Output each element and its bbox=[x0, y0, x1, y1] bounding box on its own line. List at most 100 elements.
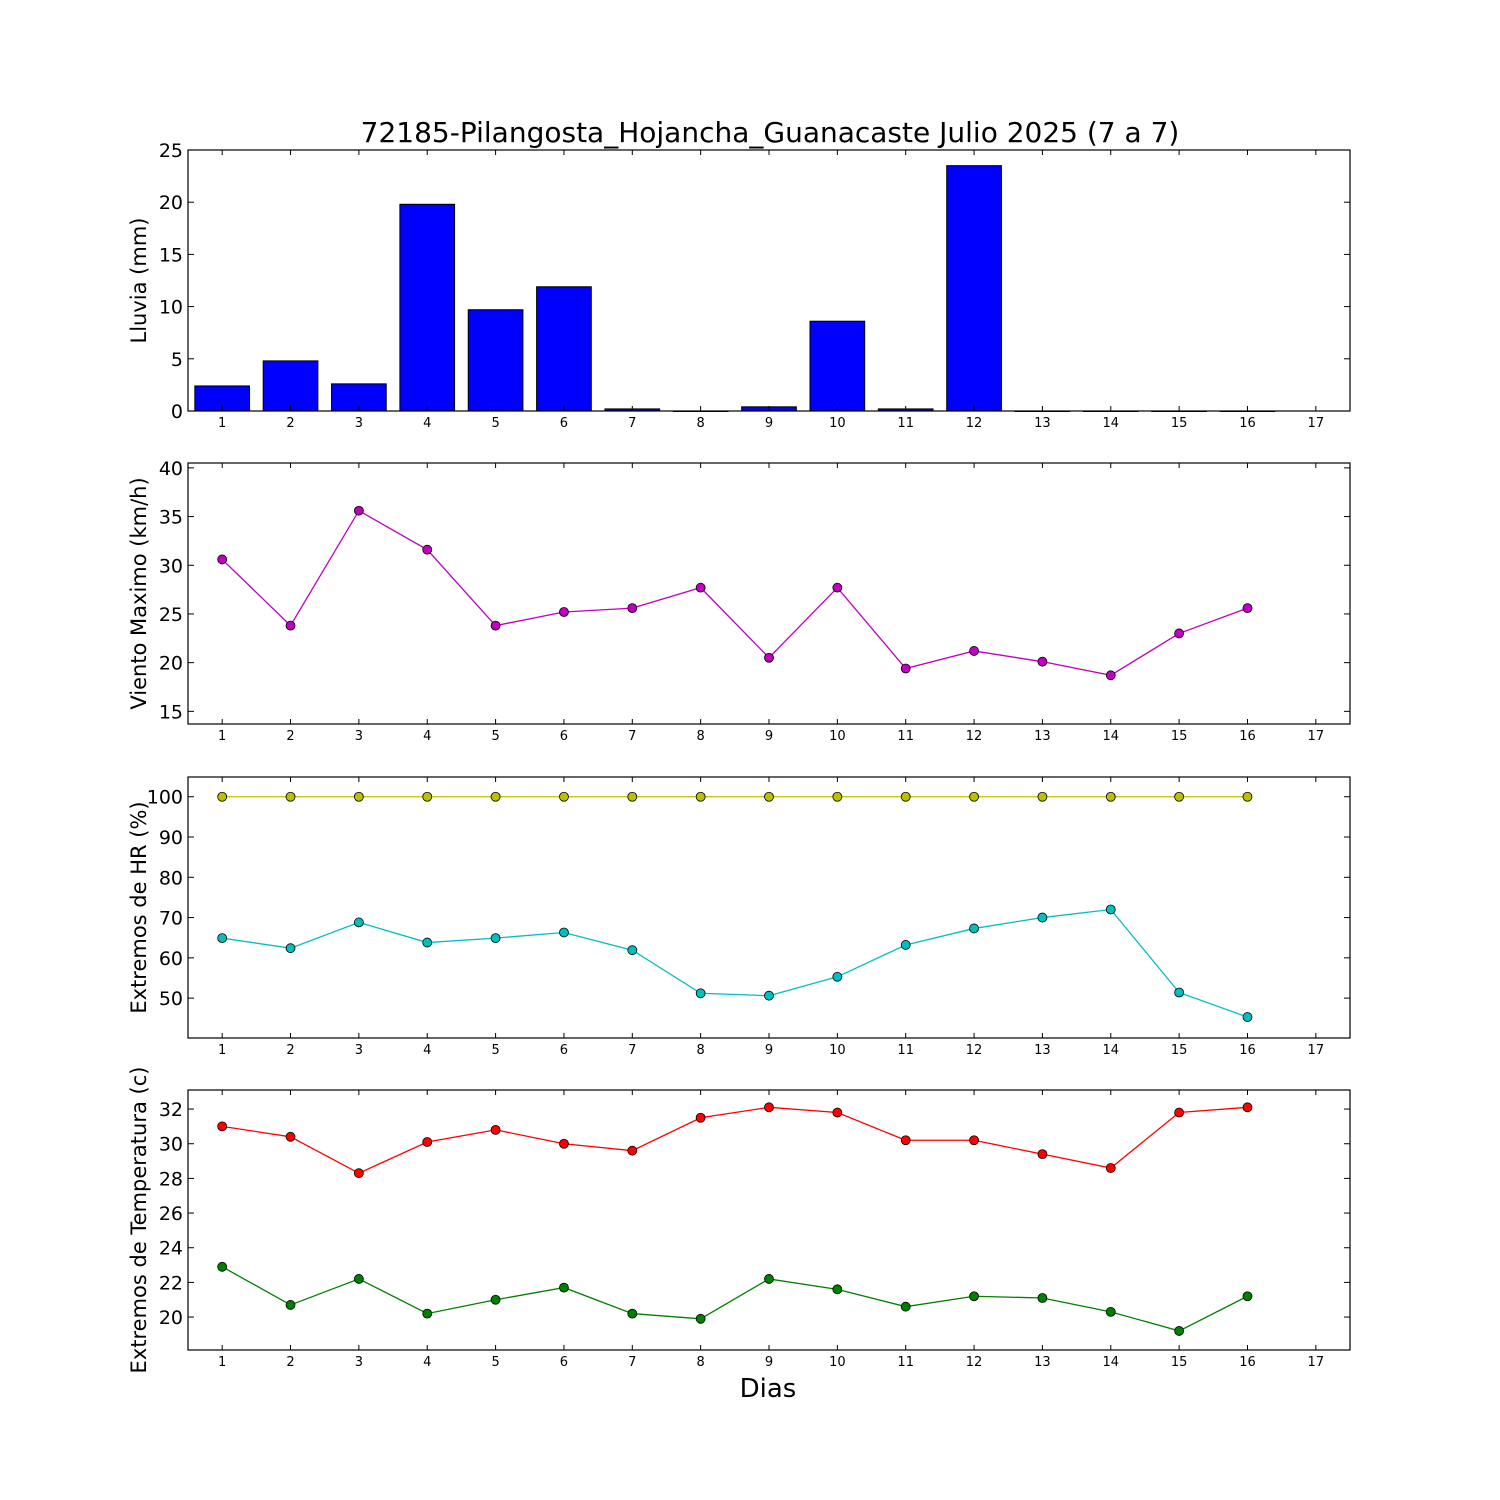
humidity-series-0-point-13 bbox=[1037, 791, 1048, 802]
temperature-xtick-label-10: 10 bbox=[829, 1355, 846, 1370]
wind-series-0-point-16 bbox=[1242, 603, 1253, 614]
x-axis-label: Dias bbox=[740, 1374, 797, 1404]
rainfall-xtick-label-17: 17 bbox=[1308, 416, 1325, 431]
humidity-series-0-point-10 bbox=[832, 791, 843, 802]
rainfall-bar-10 bbox=[809, 320, 866, 412]
rainfall-xtick-label-11: 11 bbox=[897, 416, 914, 431]
temperature-series-1-point-16 bbox=[1242, 1291, 1253, 1302]
rainfall-xtick-label-2: 2 bbox=[286, 416, 294, 431]
wind-xtick-label-3: 3 bbox=[355, 729, 363, 744]
humidity-xtick-label-5: 5 bbox=[491, 1043, 499, 1058]
humidity-xtick-label-6: 6 bbox=[560, 1043, 568, 1058]
humidity-series-0-point-5 bbox=[490, 791, 501, 802]
wind-xtick-label-8: 8 bbox=[697, 729, 705, 744]
temperature-series-1-point-4 bbox=[422, 1308, 433, 1319]
temperature-series-0-point-16 bbox=[1242, 1102, 1253, 1113]
temperature-xtick-label-6: 6 bbox=[560, 1355, 568, 1370]
temperature-xtick-label-13: 13 bbox=[1034, 1355, 1051, 1370]
wind-xtick-label-4: 4 bbox=[423, 729, 431, 744]
wind-series-0-point-8 bbox=[695, 582, 706, 593]
humidity-xtick-label-9: 9 bbox=[765, 1043, 773, 1058]
humidity-series-1-point-10 bbox=[832, 971, 843, 982]
temperature-series-0-point-11 bbox=[900, 1135, 911, 1146]
humidity-xtick-label-11: 11 bbox=[897, 1043, 914, 1058]
temperature-ytick-label-26: 26 bbox=[159, 1203, 183, 1225]
temperature-ytick-label-22: 22 bbox=[159, 1272, 183, 1294]
humidity-xtick-label-17: 17 bbox=[1308, 1043, 1325, 1058]
humidity-series-0-point-14 bbox=[1105, 791, 1116, 802]
wind-ytick-label-40: 40 bbox=[159, 458, 183, 480]
rainfall-panel: 1 2 3 4 5 6 7 8 9 10 11 12 13 14 15 16 170510152025Lluvi… bbox=[127, 140, 1351, 431]
wind-ytick-label-20: 20 bbox=[159, 653, 183, 675]
rainfall-ytick-label-10: 10 bbox=[159, 297, 183, 319]
temperature-series-1-point-14 bbox=[1105, 1306, 1116, 1317]
rainfall-xtick-label-1: 1 bbox=[218, 416, 226, 431]
temperature-xtick-label-7: 7 bbox=[628, 1355, 636, 1370]
wind-xtick-label-12: 12 bbox=[966, 729, 983, 744]
temperature-series-1-point-2 bbox=[285, 1300, 296, 1310]
wind-series-0-point-7 bbox=[627, 603, 638, 614]
temperature-series-0-point-3 bbox=[353, 1168, 364, 1179]
rainfall-xtick-label-4: 4 bbox=[423, 416, 431, 431]
wind-series-0-point-11 bbox=[900, 663, 911, 674]
wind-y-axis-label: Viento Maximo (km/h) bbox=[127, 477, 151, 709]
rainfall-xtick-label-6: 6 bbox=[560, 416, 568, 431]
rainfall-bar-6 bbox=[536, 286, 592, 412]
humidity-xtick-label-13: 13 bbox=[1034, 1043, 1051, 1058]
humidity-series-0-point-7 bbox=[627, 791, 638, 802]
wind-series-0-point-5 bbox=[490, 620, 501, 631]
temperature-xtick-label-15: 15 bbox=[1171, 1355, 1188, 1370]
rainfall-bar-5 bbox=[467, 309, 524, 412]
temperature-xtick-label-5: 5 bbox=[491, 1355, 499, 1370]
humidity-series-1-point-5 bbox=[490, 933, 501, 944]
humidity-series-0-point-4 bbox=[422, 791, 433, 802]
humidity-series-0-point-16 bbox=[1242, 791, 1253, 802]
temperature-ytick-label-24: 24 bbox=[159, 1238, 183, 1260]
humidity-xtick-label-4: 4 bbox=[423, 1043, 431, 1058]
temperature-xtick-label-11: 11 bbox=[897, 1355, 914, 1370]
humidity-xtick-label-15: 15 bbox=[1171, 1043, 1188, 1058]
temperature-series-1-point-8 bbox=[695, 1313, 706, 1324]
rainfall-bar-12 bbox=[946, 165, 1002, 412]
temperature-xtick-label-8: 8 bbox=[697, 1355, 705, 1370]
humidity-ytick-label-50: 50 bbox=[159, 988, 183, 1010]
temperature-ytick-label-30: 30 bbox=[159, 1134, 183, 1156]
temperature-xtick-label-1: 1 bbox=[218, 1355, 226, 1370]
temperature-series-1-point-9 bbox=[764, 1274, 774, 1284]
wind-series-0-point-13 bbox=[1037, 656, 1048, 667]
temperature-xtick-label-16: 16 bbox=[1239, 1355, 1256, 1370]
rainfall-xtick-label-13: 13 bbox=[1034, 416, 1051, 431]
humidity-series-0-point-8 bbox=[695, 791, 706, 802]
temperature-ytick-label-32: 32 bbox=[159, 1099, 183, 1121]
wind-xtick-label-6: 6 bbox=[560, 729, 568, 744]
wind-series-0-point-15 bbox=[1174, 628, 1185, 639]
rainfall-bar-4 bbox=[399, 203, 456, 412]
temperature-series-0-point-10 bbox=[832, 1107, 843, 1118]
temperature-series-0-point-9 bbox=[764, 1102, 774, 1113]
rainfall-ytick-label-15: 15 bbox=[159, 244, 183, 266]
humidity-xtick-label-14: 14 bbox=[1102, 1043, 1119, 1058]
humidity-series-1-point-2 bbox=[285, 943, 296, 954]
temperature-series-1-point-7 bbox=[627, 1308, 638, 1319]
humidity-y-axis-label: Extremos de HR (%) bbox=[127, 801, 151, 1013]
humidity-xtick-label-10: 10 bbox=[829, 1043, 846, 1058]
temperature-panel: 1 2 3 4 5 6 7 8 9 10 11 12 13 14 15 16 1720222426283032E… bbox=[127, 1067, 1351, 1373]
temperature-xtick-label-9: 9 bbox=[765, 1355, 773, 1370]
humidity-xtick-label-1: 1 bbox=[218, 1043, 226, 1058]
rainfall-xtick-label-12: 12 bbox=[966, 416, 983, 431]
temperature-xtick-label-12: 12 bbox=[966, 1355, 983, 1370]
temperature-series-0-line bbox=[222, 1106, 1248, 1174]
humidity-series-0-point-2 bbox=[285, 791, 296, 802]
wind-xtick-label-16: 16 bbox=[1239, 729, 1256, 744]
temperature-series-1-point-5 bbox=[490, 1294, 501, 1305]
temperature-series-0-point-7 bbox=[627, 1145, 638, 1156]
wind-xtick-label-10: 10 bbox=[829, 729, 846, 744]
temperature-series-0-point-13 bbox=[1037, 1149, 1048, 1160]
humidity-series-1-point-11 bbox=[900, 940, 911, 950]
humidity-series-0-point-11 bbox=[900, 791, 911, 802]
figure-title: 72185-Pilangosta_Hojancha_Guanacaste Jul… bbox=[361, 116, 1180, 149]
rainfall-ytick-label-20: 20 bbox=[159, 192, 183, 214]
wind-ytick-label-15: 15 bbox=[159, 701, 183, 723]
temperature-series-0-point-5 bbox=[490, 1124, 501, 1135]
temperature-series-0-point-6 bbox=[559, 1138, 569, 1149]
